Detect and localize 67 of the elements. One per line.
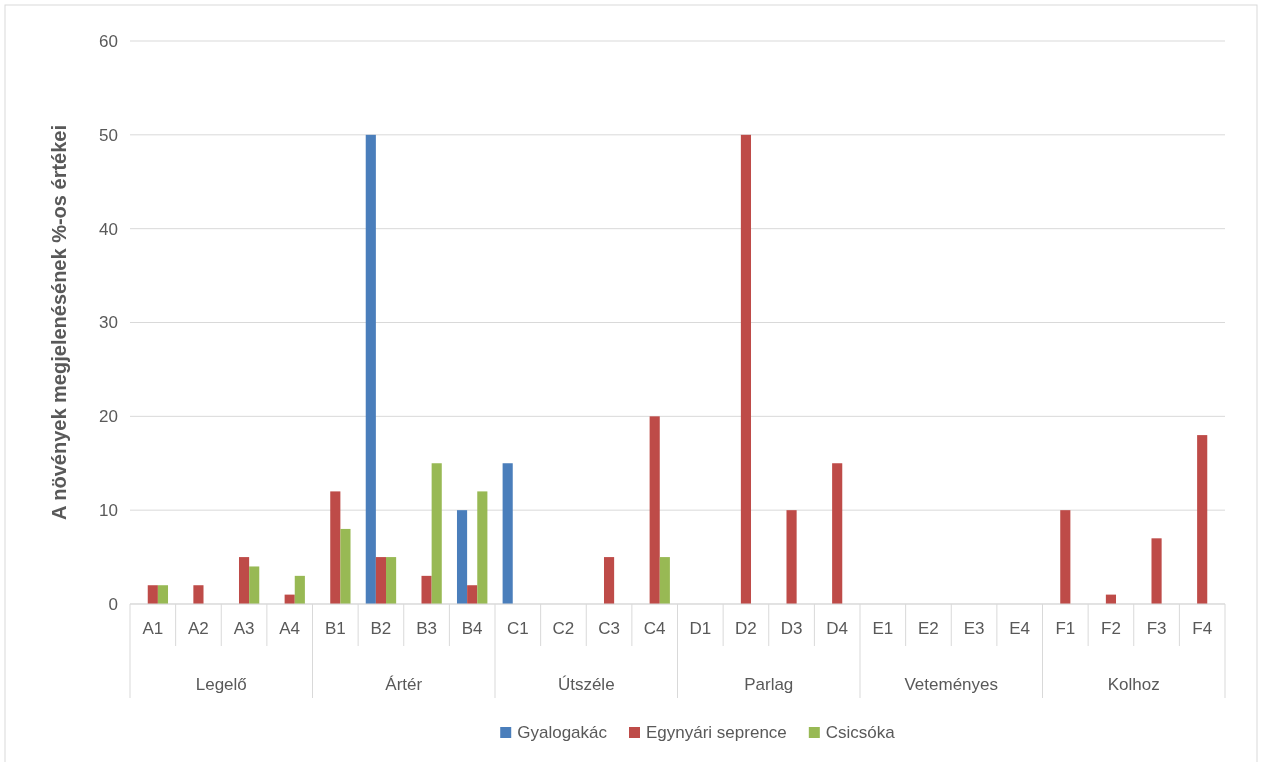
bar: [421, 575, 432, 604]
text: Útszéle: [557, 675, 615, 694]
x-tick-label: B4: [461, 619, 483, 638]
x-tick-label: A4: [279, 619, 301, 638]
bar: [1151, 538, 1162, 604]
x-tick-label: F3: [1146, 619, 1167, 638]
bar: [659, 557, 670, 604]
x-tick-label: D2: [735, 619, 757, 638]
text: Legelő: [195, 675, 247, 694]
bar: [340, 528, 351, 604]
bar: [330, 491, 341, 604]
bar: [193, 585, 204, 604]
x-tick-label: A1: [142, 619, 164, 638]
bar: [603, 557, 615, 604]
legend-label: Egynyári seprence: [646, 723, 787, 742]
bar: [1060, 510, 1071, 604]
bar: [249, 566, 260, 604]
bar: [431, 463, 442, 604]
bar: [147, 585, 158, 604]
bar: [786, 510, 797, 604]
x-tick-label: D1: [689, 619, 712, 638]
x-tick-label: A2: [188, 619, 209, 638]
bar: [1197, 435, 1208, 604]
y-tick-label: 40: [99, 219, 118, 239]
x-tick-label: E1: [872, 619, 894, 638]
x-tick-label: A3: [233, 619, 255, 638]
bar: [386, 557, 397, 604]
y-tick-label: 30: [99, 313, 118, 333]
text: Veteményes: [904, 675, 999, 694]
x-tick-label: B2: [370, 619, 392, 638]
bar: [832, 463, 843, 604]
y-tick-label: 60: [99, 31, 118, 51]
x-tick-label: C2: [552, 619, 575, 638]
x-tick-label: B3: [416, 619, 437, 638]
y-tick-label: 50: [99, 125, 118, 145]
x-tick-label: F1: [1055, 619, 1076, 638]
y-tick-label: 10: [99, 501, 118, 521]
y-tick-label: 20: [99, 407, 118, 427]
legend-label: Gyalogakác: [517, 723, 608, 742]
bar: [649, 416, 660, 604]
bar: [157, 585, 169, 604]
bar: [365, 134, 376, 604]
x-tick-label: E3: [963, 619, 985, 638]
x-tick-label: D4: [826, 619, 849, 638]
x-tick-label: F2: [1101, 619, 1121, 638]
bar: [456, 510, 468, 604]
x-tick-label: E4: [1009, 619, 1031, 638]
bar: [467, 585, 478, 604]
text: Parlag: [744, 675, 794, 694]
y-axis-title: A növények megjelenésének %-os értékei: [48, 125, 70, 520]
bar: [238, 557, 250, 604]
x-tick-label: C1: [506, 619, 529, 638]
bar: [375, 557, 387, 604]
x-tick-label: F4: [1192, 619, 1213, 638]
text: Ártér: [385, 675, 423, 694]
legend-label: Csicsóka: [825, 723, 896, 742]
bar: [740, 134, 752, 604]
text: Kolhoz: [1107, 675, 1160, 694]
x-tick-label: E2: [918, 619, 939, 638]
bar: [502, 463, 513, 604]
bar: [294, 575, 305, 604]
x-tick-label: D3: [780, 619, 803, 638]
y-tick-label: 0: [108, 594, 118, 614]
bar: [477, 491, 488, 604]
x-tick-label: C4: [643, 619, 666, 638]
x-tick-label: C3: [598, 619, 620, 638]
x-tick-label: B1: [324, 619, 346, 638]
